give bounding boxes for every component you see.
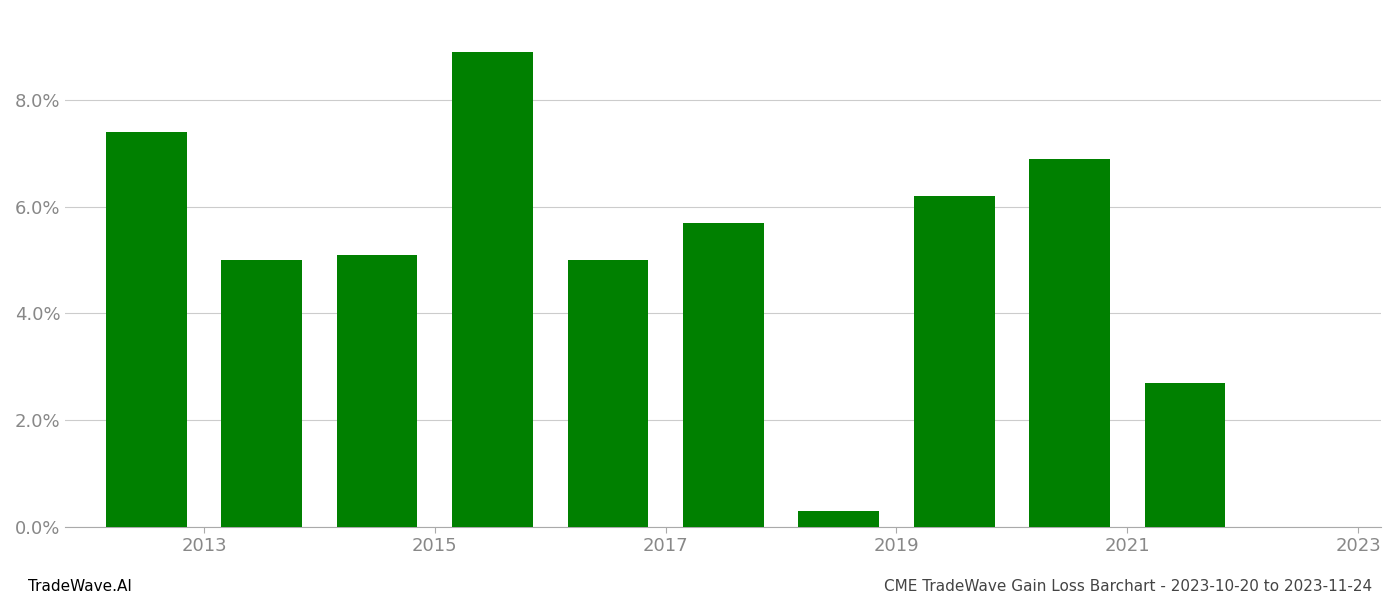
Bar bbox=[336, 255, 417, 527]
Bar bbox=[452, 52, 533, 527]
Bar bbox=[914, 196, 994, 527]
Bar bbox=[683, 223, 764, 527]
Text: CME TradeWave Gain Loss Barchart - 2023-10-20 to 2023-11-24: CME TradeWave Gain Loss Barchart - 2023-… bbox=[883, 579, 1372, 594]
Bar bbox=[221, 260, 302, 527]
Bar bbox=[106, 132, 186, 527]
Bar bbox=[1029, 159, 1110, 527]
Bar bbox=[567, 260, 648, 527]
Bar bbox=[798, 511, 879, 527]
Text: TradeWave.AI: TradeWave.AI bbox=[28, 579, 132, 594]
Bar bbox=[1145, 383, 1225, 527]
